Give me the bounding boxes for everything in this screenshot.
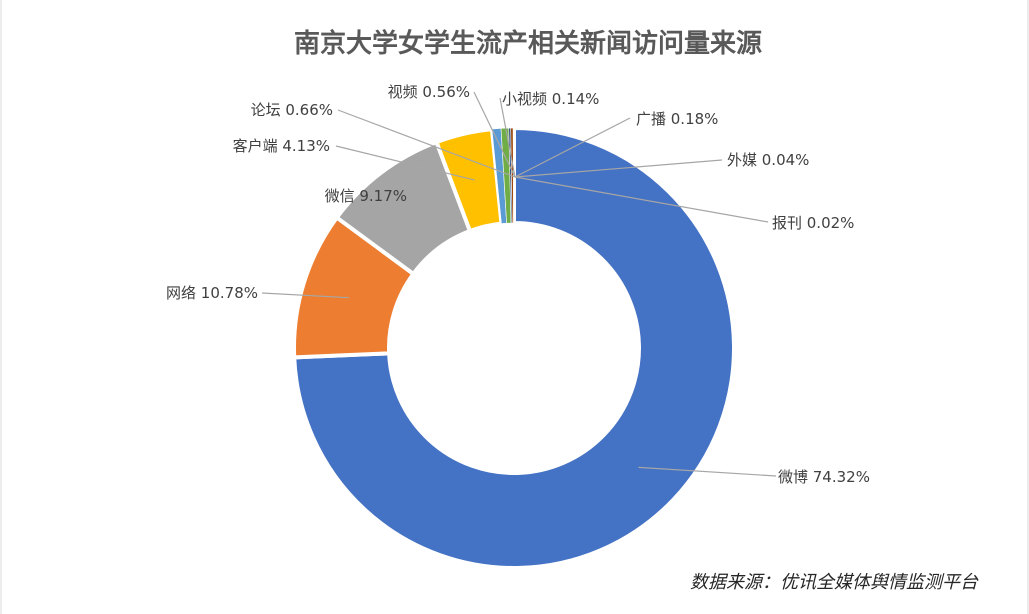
leader-line-6 [473, 91, 516, 178]
slice-1 [292, 125, 736, 570]
data-label-2: 网络 10.78% [166, 284, 258, 302]
leader-line-5 [337, 109, 516, 178]
data-label-4: 客户端 4.13% [233, 137, 330, 155]
data-labels-group: 微博 74.32% 网络 10.78% 微信 9.17% 客户端 4.13% 论坛 0.… [166, 83, 870, 486]
leader-line-9 [514, 159, 723, 178]
data-label-1: 微博 74.32% [778, 468, 870, 486]
leader-line-4 [335, 145, 475, 181]
data-label-3: 微信 9.17% [325, 187, 407, 205]
chart-title: 南京大学女学生流产相关新闻访问量来源 [294, 28, 762, 59]
leader-lines-group [261, 91, 777, 477]
data-label-7: 小视频 0.14% [502, 90, 599, 108]
data-label-8: 广播 0.18% [636, 110, 718, 128]
data-label-5: 论坛 0.66% [251, 101, 333, 119]
leader-line-10 [514, 176, 769, 223]
leader-line-8 [514, 117, 631, 178]
data-label-10: 报刊 0.02% [772, 214, 854, 232]
source-note: 数据来源：优讯全媒体舆情监测平台 [690, 572, 979, 593]
data-label-9: 外媒 0.04% [727, 151, 809, 169]
leader-line-7 [499, 97, 516, 178]
leader-line-2 [261, 292, 350, 299]
data-label-6: 视频 0.56% [388, 83, 470, 101]
leader-line-1 [638, 466, 777, 477]
